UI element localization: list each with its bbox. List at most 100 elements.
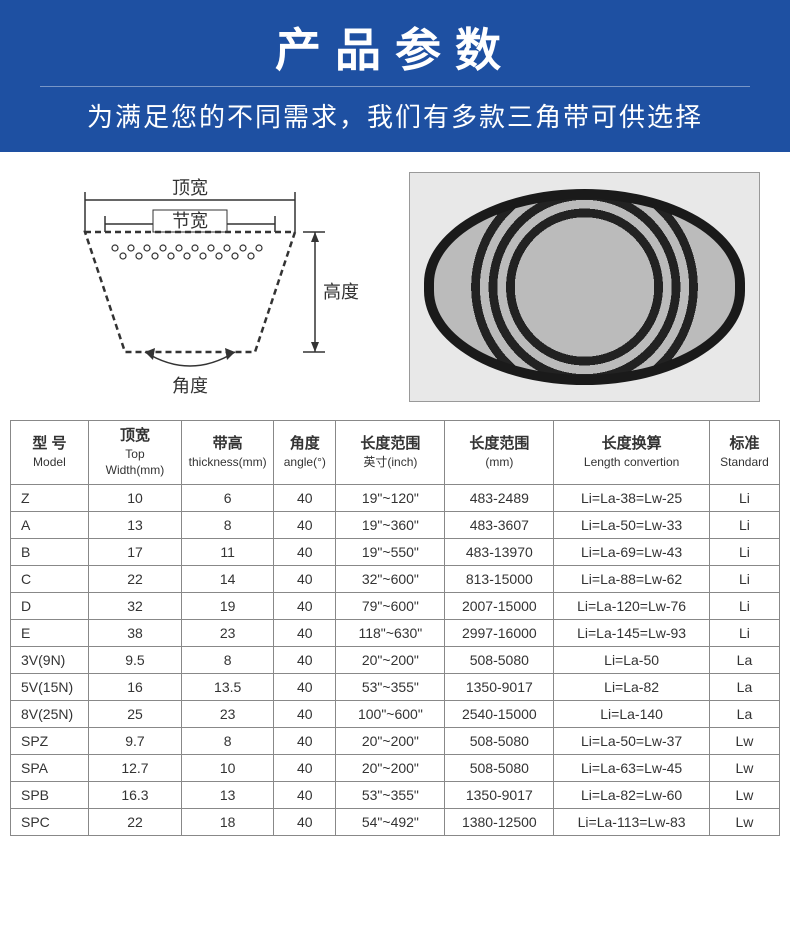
table-cell: 16	[88, 673, 181, 700]
table-row: SPA12.7104020"~200"508-5080Li=La-63=Lw-4…	[11, 754, 780, 781]
table-cell: Z	[11, 484, 89, 511]
table-cell: 19"~550"	[336, 538, 445, 565]
table-cell: 508-5080	[445, 646, 554, 673]
table-cell: Li=La-88=Lw-62	[554, 565, 710, 592]
table-cell: B	[11, 538, 89, 565]
table-cell: 38	[88, 619, 181, 646]
table-header-cell: 长度范围(mm)	[445, 421, 554, 485]
table-cell: D	[11, 592, 89, 619]
table-row: 5V(15N)1613.54053"~355"1350-9017Li=La-82…	[11, 673, 780, 700]
table-cell: 8	[182, 511, 274, 538]
table-cell: 19"~360"	[336, 511, 445, 538]
table-cell: 32"~600"	[336, 565, 445, 592]
header-cn-label: 顶宽	[95, 426, 175, 446]
table-cell: 8	[182, 727, 274, 754]
table-row: Z1064019"~120"483-2489Li=La-38=Lw-25Li	[11, 484, 780, 511]
table-cell: 8V(25N)	[11, 700, 89, 727]
header-en-label: Standard	[716, 454, 773, 470]
table-cell: Li=La-120=Lw-76	[554, 592, 710, 619]
table-cell: La	[709, 700, 779, 727]
header-cn-label: 带高	[188, 434, 267, 454]
belt-coil-icon	[424, 189, 745, 385]
table-cell: 483-2489	[445, 484, 554, 511]
table-header-cell: 角度angle(°)	[274, 421, 336, 485]
table-cell: Li=La-50	[554, 646, 710, 673]
table-cell: 23	[182, 700, 274, 727]
table-body: Z1064019"~120"483-2489Li=La-38=Lw-25LiA1…	[11, 484, 780, 835]
table-cell: 8	[182, 646, 274, 673]
table-cell: 40	[274, 484, 336, 511]
table-cell: Lw	[709, 781, 779, 808]
header-en-label: angle(°)	[280, 454, 329, 470]
table-cell: A	[11, 511, 89, 538]
table-cell: 22	[88, 808, 181, 835]
belt-cross-section-svg: 顶宽 节宽 高度	[45, 172, 365, 402]
table-cell: 20"~200"	[336, 646, 445, 673]
table-cell: 22	[88, 565, 181, 592]
header-cn-label: 标准	[716, 434, 773, 454]
table-cell: 17	[88, 538, 181, 565]
pitch-width-label: 节宽	[172, 211, 208, 231]
table-cell: La	[709, 673, 779, 700]
table-cell: Li=La-63=Lw-45	[554, 754, 710, 781]
table-row: 8V(25N)252340100"~600"2540-15000Li=La-14…	[11, 700, 780, 727]
table-cell: 483-3607	[445, 511, 554, 538]
table-cell: 19"~120"	[336, 484, 445, 511]
table-cell: 1350-9017	[445, 673, 554, 700]
table-header-cell: 长度换算Length convertion	[554, 421, 710, 485]
table-cell: 40	[274, 673, 336, 700]
table-cell: 5V(15N)	[11, 673, 89, 700]
table-cell: Li=La-113=Lw-83	[554, 808, 710, 835]
table-cell: 54"~492"	[336, 808, 445, 835]
table-cell: 10	[88, 484, 181, 511]
table-cell: SPA	[11, 754, 89, 781]
table-cell: La	[709, 646, 779, 673]
table-cell: 13	[88, 511, 181, 538]
table-cell: 100"~600"	[336, 700, 445, 727]
table-row: A1384019"~360"483-3607Li=La-50=Lw-33Li	[11, 511, 780, 538]
header-en-label: 英寸(inch)	[342, 454, 438, 470]
table-cell: 18	[182, 808, 274, 835]
table-row: SPZ9.784020"~200"508-5080Li=La-50=Lw-37L…	[11, 727, 780, 754]
table-cell: 23	[182, 619, 274, 646]
table-cell: E	[11, 619, 89, 646]
table-cell: Li	[709, 538, 779, 565]
table-cell: Li	[709, 619, 779, 646]
top-width-label: 顶宽	[172, 178, 208, 198]
height-label: 高度	[323, 282, 359, 302]
table-cell: 6	[182, 484, 274, 511]
table-cell: Li	[709, 592, 779, 619]
table-cell: Li=La-140	[554, 700, 710, 727]
table-cell: 11	[182, 538, 274, 565]
header-cn-label: 型 号	[17, 434, 82, 454]
page-subtitle: 为满足您的不同需求，我们有多款三角带可供选择	[0, 97, 790, 134]
table-cell: 40	[274, 781, 336, 808]
table-row: B17114019"~550"483-13970Li=La-69=Lw-43Li	[11, 538, 780, 565]
table-row: E382340118"~630"2997-16000Li=La-145=Lw-9…	[11, 619, 780, 646]
table-cell: 40	[274, 538, 336, 565]
spec-table: 型 号Model顶宽Top Width(mm)带高thickness(mm)角度…	[10, 420, 780, 836]
table-header-cell: 带高thickness(mm)	[182, 421, 274, 485]
diagram-row: 顶宽 节宽 高度	[0, 152, 790, 420]
page-title: 产品参数	[0, 14, 790, 80]
table-cell: 40	[274, 754, 336, 781]
table-cell: 32	[88, 592, 181, 619]
product-photo	[409, 172, 760, 402]
table-cell: Li=La-69=Lw-43	[554, 538, 710, 565]
table-cell: Li=La-82=Lw-60	[554, 781, 710, 808]
header-cn-label: 角度	[280, 434, 329, 454]
header-cn-label: 长度换算	[560, 434, 703, 454]
table-cell: 118"~630"	[336, 619, 445, 646]
header-divider	[40, 86, 750, 87]
table-cell: 1350-9017	[445, 781, 554, 808]
table-cell: Lw	[709, 808, 779, 835]
table-cell: C	[11, 565, 89, 592]
table-cell: 79"~600"	[336, 592, 445, 619]
table-row: SPC22184054"~492"1380-12500Li=La-113=Lw-…	[11, 808, 780, 835]
table-cell: 2997-16000	[445, 619, 554, 646]
table-header-cell: 型 号Model	[11, 421, 89, 485]
table-cell: 40	[274, 646, 336, 673]
header-en-label: thickness(mm)	[188, 454, 267, 470]
header-cn-label: 长度范围	[451, 434, 547, 454]
table-cell: Li=La-145=Lw-93	[554, 619, 710, 646]
